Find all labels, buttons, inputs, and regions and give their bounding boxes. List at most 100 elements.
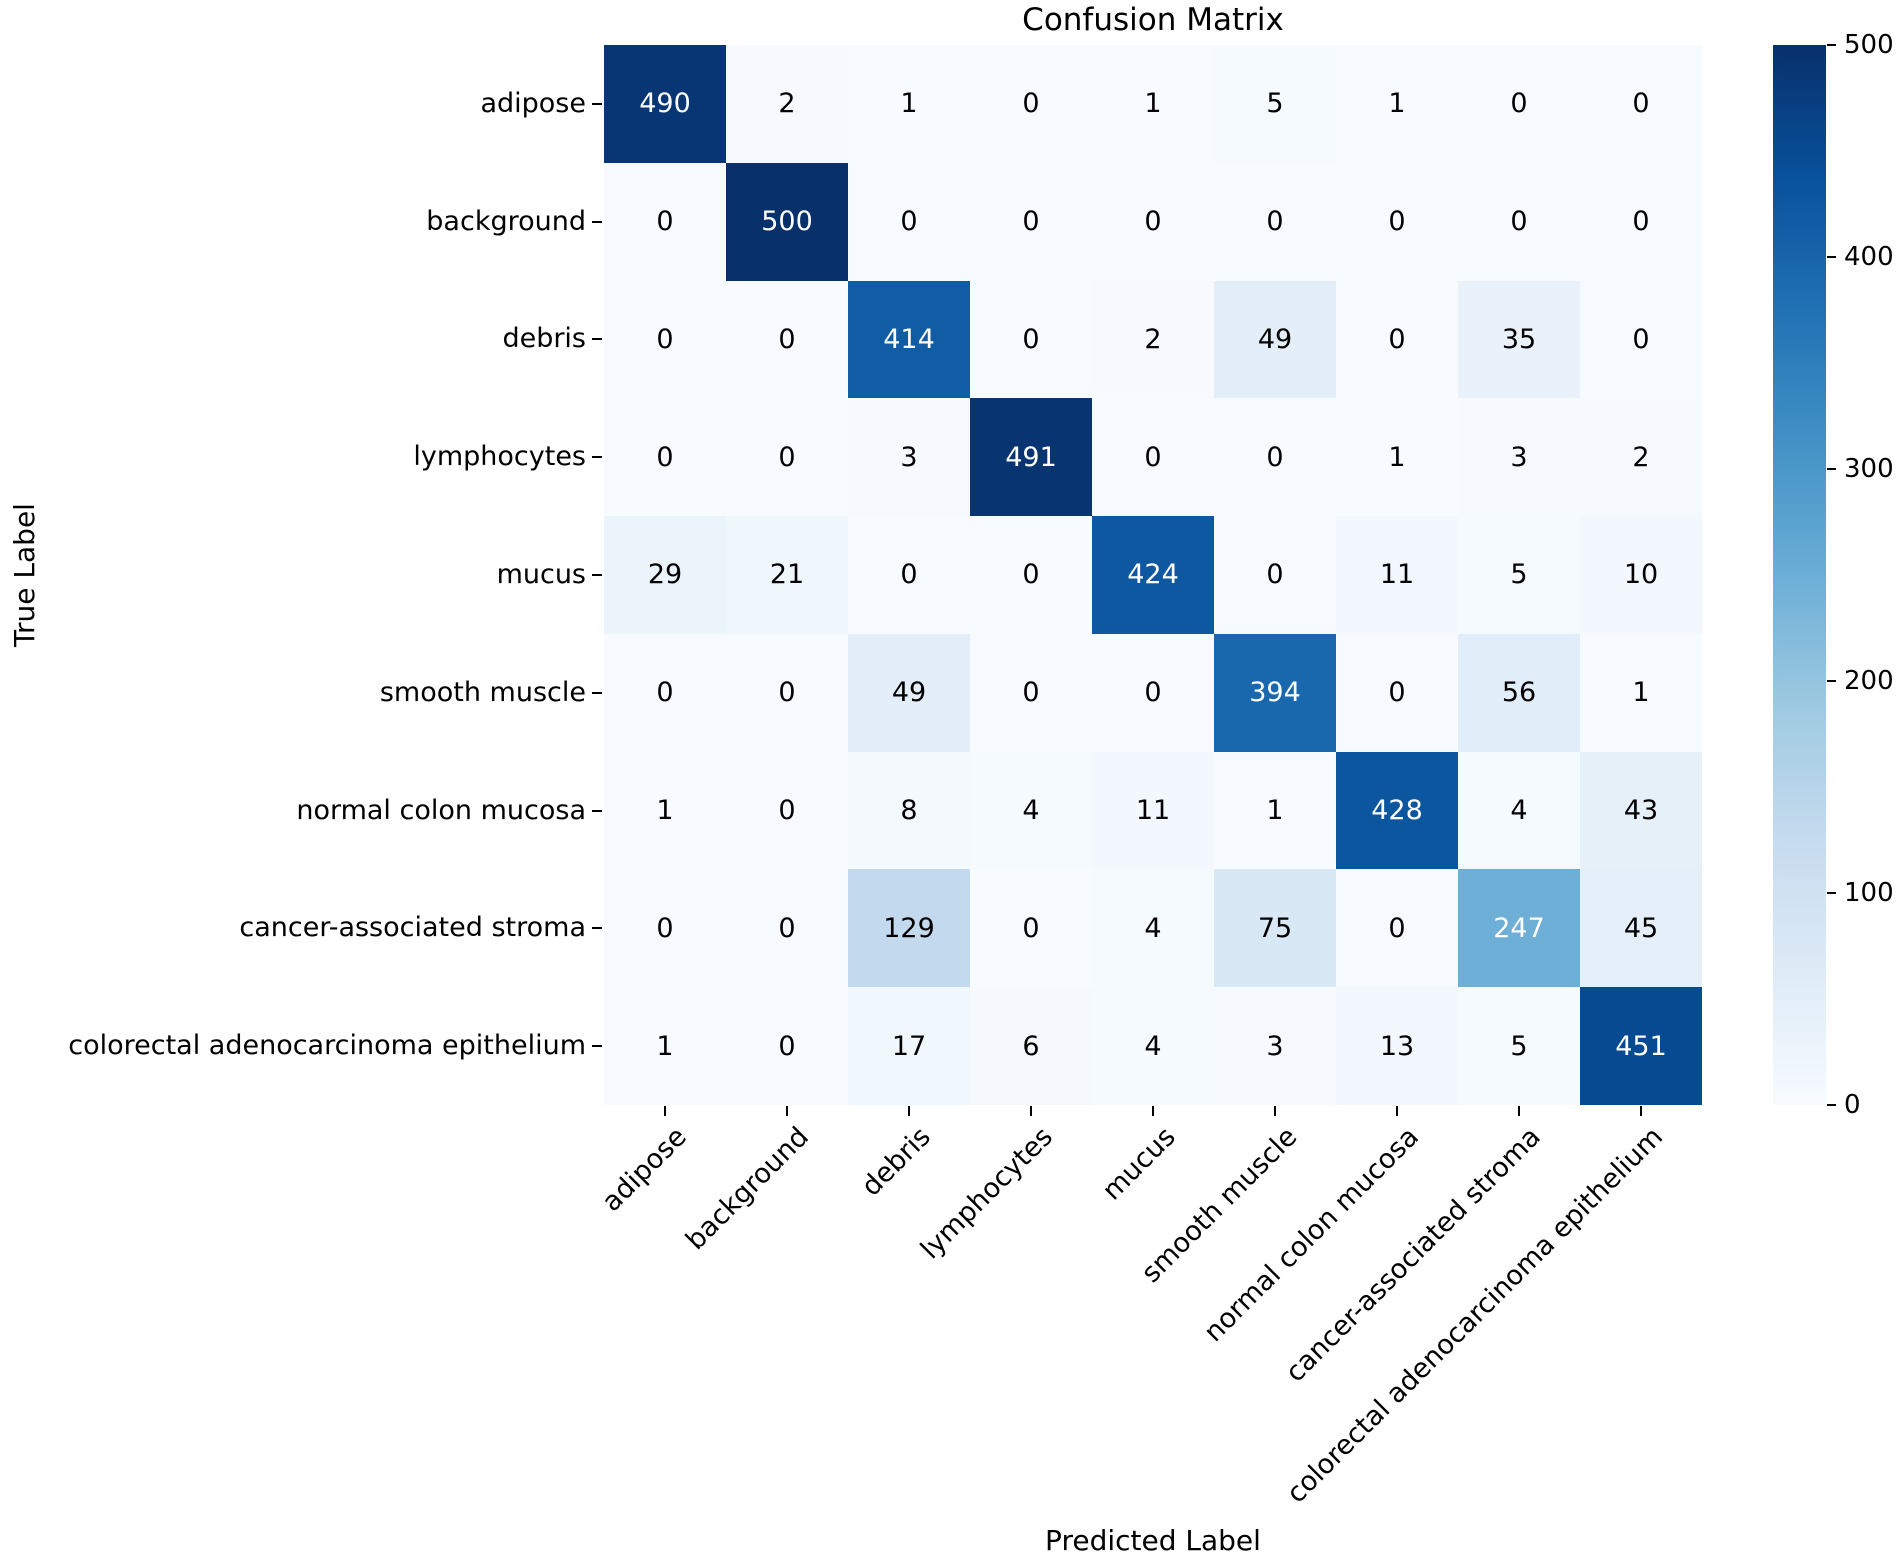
heatmap-cell: 0 [1336, 280, 1458, 399]
x-tick-label: background [680, 1121, 816, 1257]
x-tick-label: debris [856, 1121, 938, 1203]
heatmap-cell: 0 [1336, 162, 1458, 281]
heatmap-cell: 424 [1092, 516, 1214, 634]
x-axis-tick [1274, 1106, 1276, 1116]
heatmap-cell: 1 [604, 751, 726, 870]
heatmap-cell: 0 [604, 280, 726, 399]
heatmap-cell: 3 [848, 398, 970, 517]
colorbar-tick [1827, 680, 1836, 682]
heatmap-cell: 3 [1458, 398, 1580, 517]
colorbar [1773, 45, 1826, 1105]
y-tick-label: mucus [496, 559, 586, 590]
heatmap-cell: 8 [848, 751, 970, 870]
y-tick-label: cancer-associated stroma [239, 912, 586, 944]
chart-title: Confusion Matrix [1022, 2, 1284, 38]
colorbar-tick-label: 500 [1844, 30, 1894, 60]
y-tick-label: adipose [480, 87, 586, 119]
heatmap-cell: 0 [1580, 45, 1702, 163]
heatmap-cell: 49 [1214, 280, 1336, 399]
heatmap-cell: 0 [604, 398, 726, 517]
heatmap-cell: 21 [726, 516, 848, 634]
heatmap-cell: 0 [1092, 633, 1214, 752]
heatmap-cell: 49 [848, 633, 970, 752]
heatmap-cell: 1 [1092, 45, 1214, 163]
heatmap-cell: 2 [1580, 398, 1702, 517]
heatmap-cell: 56 [1458, 633, 1580, 752]
y-tick-label: background [426, 205, 586, 237]
y-axis-tick [592, 102, 602, 105]
heatmap-cell: 29 [604, 516, 726, 634]
x-tick-label: normal colon mucosa [1198, 1121, 1426, 1349]
heatmap-cell: 5 [1458, 987, 1580, 1105]
y-axis-tick [592, 456, 602, 459]
heatmap-cell: 5 [1214, 45, 1336, 163]
y-tick-label: normal colon mucosa [296, 794, 586, 826]
colorbar-tick [1827, 44, 1836, 46]
y-tick-label: smooth muscle [379, 676, 586, 708]
heatmap-cell: 11 [1336, 516, 1458, 634]
x-tick-label: mucus [1096, 1121, 1182, 1207]
heatmap-cell: 0 [970, 869, 1092, 988]
colorbar-tick-label: 0 [1844, 1090, 1861, 1120]
heatmap-cell: 1 [1336, 45, 1458, 163]
heatmap-cell: 4 [970, 751, 1092, 870]
y-axis-tick [592, 691, 602, 694]
x-axis-label: Predicted Label [1045, 1524, 1261, 1557]
y-axis-tick [592, 809, 602, 812]
y-axis-tick [592, 574, 602, 576]
y-axis-tick [592, 220, 602, 223]
colorbar-tick-label: 400 [1844, 242, 1894, 272]
heatmap-cell: 0 [604, 162, 726, 281]
y-tick-label: debris [502, 323, 586, 355]
colorbar-tick-label: 300 [1844, 454, 1894, 484]
heatmap-cell: 0 [970, 280, 1092, 399]
heatmap-cell: 11 [1092, 751, 1214, 870]
heatmap-cell: 17 [848, 987, 970, 1105]
y-axis-tick [592, 1045, 602, 1048]
x-tick-label: lymphocytes [915, 1121, 1060, 1266]
heatmap-cell: 0 [1458, 162, 1580, 281]
x-axis-tick [664, 1106, 666, 1116]
heatmap-cell: 491 [970, 398, 1092, 517]
heatmap-cell: 1 [1580, 633, 1702, 752]
heatmap-cell: 247 [1458, 869, 1580, 988]
heatmap-cell: 0 [604, 869, 726, 988]
heatmap-cell: 428 [1336, 751, 1458, 870]
heatmap-cell: 0 [1214, 398, 1336, 517]
heatmap-cell: 0 [848, 162, 970, 281]
heatmap-cell: 0 [726, 987, 848, 1105]
x-axis-tick [1030, 1106, 1032, 1116]
heatmap-cell: 6 [970, 987, 1092, 1105]
heatmap-cell: 5 [1458, 516, 1580, 634]
heatmap-cell: 2 [726, 45, 848, 163]
heatmap-cell: 1 [604, 987, 726, 1105]
heatmap-cell: 0 [1092, 162, 1214, 281]
heatmap-cell: 0 [1580, 162, 1702, 281]
y-tick-label: colorectal adenocarcinoma epithelium [68, 1030, 586, 1062]
heatmap-cell: 45 [1580, 869, 1702, 988]
heatmap-cell: 414 [848, 280, 970, 399]
heatmap-cell: 0 [726, 869, 848, 988]
x-axis-tick [1518, 1106, 1520, 1116]
heatmap-cell: 0 [726, 633, 848, 752]
colorbar-tick [1827, 892, 1836, 894]
heatmap-cell: 500 [726, 162, 848, 281]
heatmap-cell: 2 [1092, 280, 1214, 399]
heatmap-cell: 490 [604, 45, 726, 163]
y-axis-label: True Label [8, 503, 41, 647]
heatmap-cell: 0 [1336, 869, 1458, 988]
heatmap-cell: 35 [1458, 280, 1580, 399]
heatmap-cell: 0 [604, 633, 726, 752]
heatmap-cell: 75 [1214, 869, 1336, 988]
heatmap-cell: 0 [970, 633, 1092, 752]
heatmap-cell: 0 [970, 516, 1092, 634]
heatmap-cell: 1 [1214, 751, 1336, 870]
heatmap-cell: 0 [1336, 633, 1458, 752]
heatmap-cell: 0 [970, 45, 1092, 163]
heatmap-cell: 0 [1214, 162, 1336, 281]
colorbar-tick-label: 200 [1844, 666, 1894, 696]
heatmap-cell: 4 [1092, 987, 1214, 1105]
x-axis-tick [1396, 1106, 1398, 1116]
heatmap-cell: 4 [1458, 751, 1580, 870]
heatmap-cell: 3 [1214, 987, 1336, 1105]
